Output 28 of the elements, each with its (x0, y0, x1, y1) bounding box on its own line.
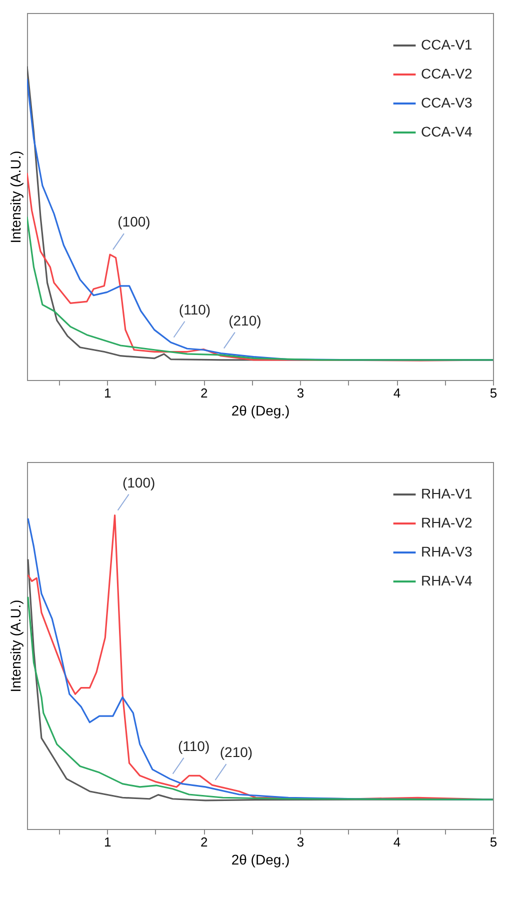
legend-label: RHA-V3 (421, 544, 473, 560)
x-axis-title: 2θ (Deg.) (231, 402, 290, 418)
x-tick-label: 4 (393, 386, 401, 400)
legend-label: CCA-V3 (421, 94, 473, 110)
legend-label: RHA-V1 (421, 486, 473, 502)
y-axis-title: Intensity (A.U.) (8, 150, 24, 244)
x-tick-label: 5 (490, 834, 498, 850)
x-tick-label: 3 (296, 834, 304, 850)
annotation: (210) (220, 744, 253, 760)
x-tick-label: 4 (393, 834, 401, 850)
x-tick-label: 2 (200, 386, 208, 400)
annotation: (110) (178, 301, 211, 318)
legend-label: CCA-V1 (421, 36, 473, 52)
annotation: (100) (118, 214, 150, 230)
annotation: (100) (122, 474, 156, 490)
legend-label: CCA-V4 (421, 124, 473, 140)
legend-label: RHA-V4 (421, 572, 473, 588)
x-tick-label: 1 (104, 386, 112, 400)
legend-label: CCA-V2 (421, 66, 473, 82)
x-tick-label: 1 (104, 834, 112, 850)
x-axis-title: 2θ (Deg.) (231, 852, 290, 868)
annotation: (210) (228, 312, 262, 328)
x-tick-label: 3 (296, 386, 304, 400)
legend-label: RHA-V2 (421, 514, 473, 530)
y-axis-title: Intensity (A.U.) (8, 600, 24, 692)
x-tick-label: 2 (200, 834, 208, 850)
annotation: (110) (178, 738, 210, 754)
x-tick-label: 5 (490, 386, 498, 400)
